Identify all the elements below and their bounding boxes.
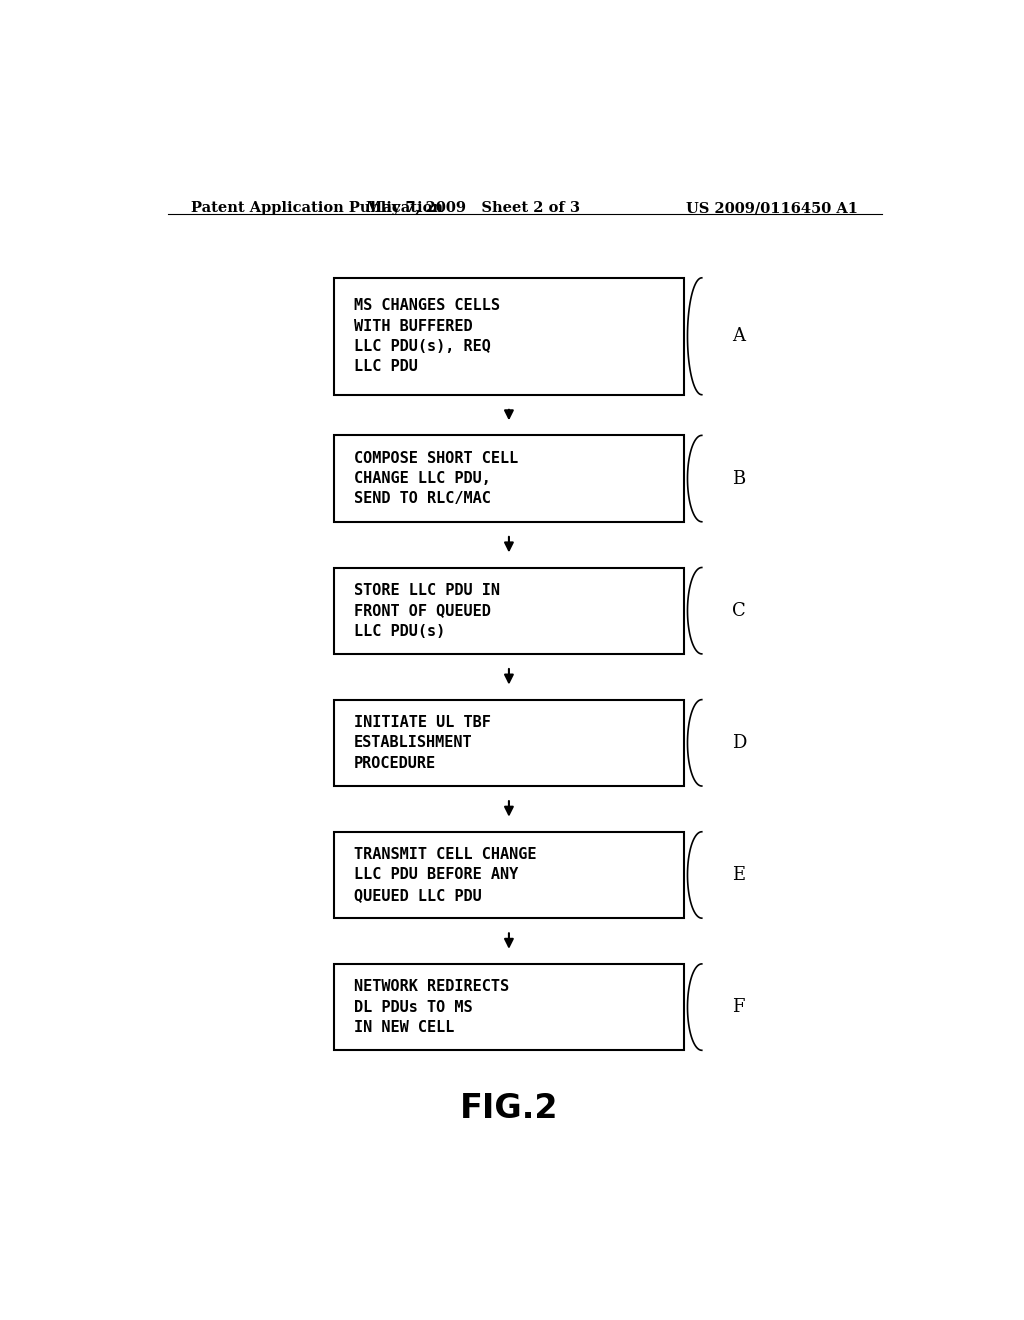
Text: A: A — [732, 327, 744, 346]
Bar — [334, 436, 684, 521]
Bar — [334, 277, 684, 395]
Text: STORE LLC PDU IN
FRONT OF QUEUED
LLC PDU(s): STORE LLC PDU IN FRONT OF QUEUED LLC PDU… — [354, 583, 500, 639]
Text: May 7, 2009   Sheet 2 of 3: May 7, 2009 Sheet 2 of 3 — [367, 201, 581, 215]
Bar — [334, 832, 684, 919]
Bar — [334, 964, 684, 1051]
Text: B: B — [732, 470, 745, 487]
Text: Patent Application Publication: Patent Application Publication — [191, 201, 443, 215]
Text: C: C — [732, 602, 745, 619]
Text: F: F — [732, 998, 744, 1016]
Text: INITIATE UL TBF
ESTABLISHMENT
PROCEDURE: INITIATE UL TBF ESTABLISHMENT PROCEDURE — [354, 715, 492, 771]
Text: US 2009/0116450 A1: US 2009/0116450 A1 — [686, 201, 858, 215]
Text: MS CHANGES CELLS
WITH BUFFERED
LLC PDU(s), REQ
LLC PDU: MS CHANGES CELLS WITH BUFFERED LLC PDU(s… — [354, 298, 500, 375]
Text: NETWORK REDIRECTS
DL PDUs TO MS
IN NEW CELL: NETWORK REDIRECTS DL PDUs TO MS IN NEW C… — [354, 979, 509, 1035]
Bar — [334, 568, 684, 653]
Text: COMPOSE SHORT CELL
CHANGE LLC PDU,
SEND TO RLC/MAC: COMPOSE SHORT CELL CHANGE LLC PDU, SEND … — [354, 450, 518, 507]
Text: FIG.2: FIG.2 — [460, 1092, 558, 1125]
Bar — [334, 700, 684, 785]
Text: E: E — [732, 866, 745, 884]
Text: TRANSMIT CELL CHANGE
LLC PDU BEFORE ANY
QUEUED LLC PDU: TRANSMIT CELL CHANGE LLC PDU BEFORE ANY … — [354, 847, 537, 903]
Text: D: D — [732, 734, 746, 752]
